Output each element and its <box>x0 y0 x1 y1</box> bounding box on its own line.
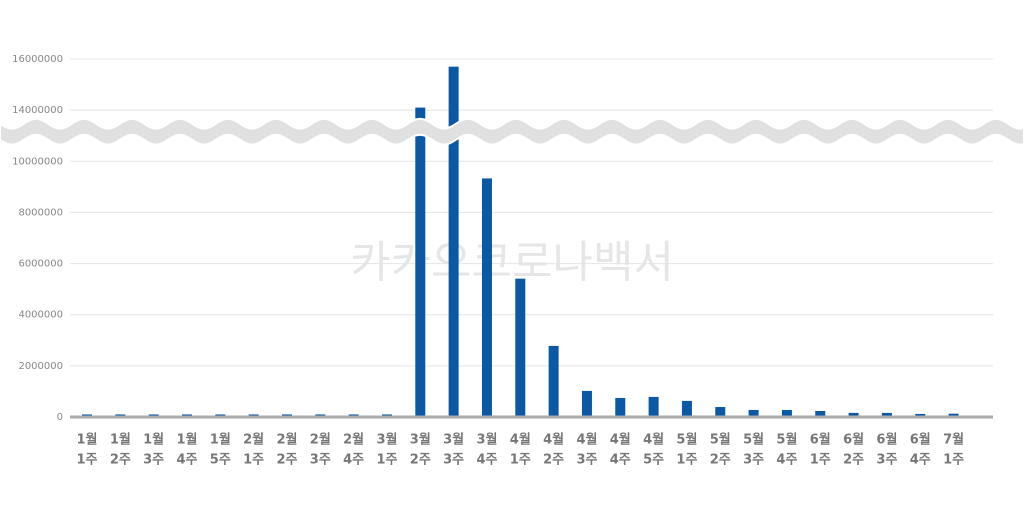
y-tick-label: 2000000 <box>18 361 63 372</box>
y-tick-label: 10000000 <box>12 156 63 167</box>
y-tick-label: 14000000 <box>12 105 63 116</box>
x-tick-label: 2월 <box>276 432 297 448</box>
x-tick-label: 6월 <box>910 432 931 448</box>
x-tick-label: 5월 <box>676 432 697 448</box>
x-tick-label: 3주 <box>743 453 764 468</box>
x-tick-label: 3주 <box>143 453 164 468</box>
x-tick-label: 3주 <box>576 453 597 468</box>
bar <box>548 345 559 417</box>
bar <box>415 107 426 417</box>
x-tick-label: 1주 <box>510 453 531 468</box>
x-tick-label: 4월 <box>643 432 664 448</box>
bar <box>781 409 792 417</box>
x-tick-label: 5주 <box>210 453 231 468</box>
bar <box>848 412 859 417</box>
bar <box>615 397 626 417</box>
bar <box>581 390 592 417</box>
x-tick-label: 2주 <box>843 453 864 468</box>
x-tick-label: 3주 <box>443 453 464 468</box>
x-tick-label: 5월 <box>776 432 797 448</box>
bar <box>881 412 892 417</box>
x-tick-label: 1주 <box>943 453 964 468</box>
x-tick-label: 3주 <box>310 453 331 468</box>
bar <box>915 413 926 417</box>
x-tick-label: 1월 <box>210 432 231 448</box>
y-tick-label: 6000000 <box>18 259 63 270</box>
x-tick-label: 3월 <box>410 432 431 448</box>
y-tick-label: 4000000 <box>18 310 63 321</box>
x-tick-label: 4월 <box>610 432 631 448</box>
x-tick-label: 2주 <box>410 453 431 468</box>
x-tick-label: 4월 <box>576 432 597 448</box>
x-tick-label: 1주 <box>76 453 97 468</box>
x-tick-label: 6월 <box>843 432 864 448</box>
y-tick-label: 8000000 <box>18 207 63 218</box>
axis-break <box>0 117 1024 146</box>
x-tick-label: 3월 <box>376 432 397 448</box>
x-tick-label: 3월 <box>443 432 464 448</box>
bar <box>481 178 492 417</box>
x-tick-label: 1주 <box>676 453 697 468</box>
x-tick-label: 1월 <box>76 432 97 448</box>
x-tick-label: 4주 <box>476 453 497 468</box>
x-tick-label: 7월 <box>943 432 964 448</box>
x-tick-label: 4월 <box>510 432 531 448</box>
x-tick-label: 2주 <box>710 453 731 468</box>
watermark: 카카오코로나백서 <box>350 237 674 288</box>
x-tick-label: 4주 <box>776 453 797 468</box>
x-tick-label: 4주 <box>610 453 631 468</box>
x-tick-label: 2주 <box>110 453 131 468</box>
x-tick-label: 3월 <box>476 432 497 448</box>
x-tick-label: 5주 <box>643 453 664 468</box>
x-tick-label: 1월 <box>110 432 131 448</box>
bar <box>648 396 659 417</box>
x-tick-label: 1주 <box>376 453 397 468</box>
x-tick-label: 2주 <box>543 453 564 468</box>
x-tick-label: 2월 <box>343 432 364 448</box>
bar <box>948 413 959 417</box>
x-tick-label: 1주 <box>810 453 831 468</box>
x-tick-label: 1월 <box>143 432 164 448</box>
x-tick-label: 4주 <box>176 453 197 468</box>
y-tick-label: 0 <box>57 412 63 423</box>
x-tick-label: 5월 <box>710 432 731 448</box>
x-tick-label: 3주 <box>876 453 897 468</box>
x-tick-label: 6월 <box>810 432 831 448</box>
x-tick-label: 1월 <box>176 432 197 448</box>
bar <box>448 66 459 418</box>
bar <box>748 409 759 417</box>
y-tick-label: 16000000 <box>12 54 63 65</box>
x-tick-label: 4주 <box>910 453 931 468</box>
x-tick-label: 2주 <box>276 453 297 468</box>
x-tick-label: 1주 <box>243 453 264 468</box>
bar <box>715 407 726 417</box>
x-tick-label: 2월 <box>243 432 264 448</box>
x-tick-label: 2월 <box>310 432 331 448</box>
x-tick-label: 6월 <box>876 432 897 448</box>
bar <box>515 278 526 417</box>
x-tick-label: 5월 <box>743 432 764 448</box>
bar <box>815 410 826 417</box>
x-tick-label: 4월 <box>543 432 564 448</box>
bar <box>681 400 692 417</box>
x-tick-label: 4주 <box>343 453 364 468</box>
